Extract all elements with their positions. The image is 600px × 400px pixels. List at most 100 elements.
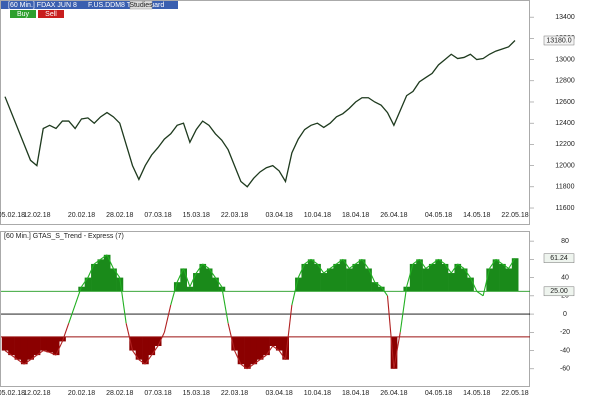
x-tick-label: 10.04.18 — [304, 390, 331, 397]
title-bar — [0, 0, 178, 9]
value-marker-label: 25.00 — [550, 288, 568, 295]
trend-line — [444, 263, 452, 274]
x-tick-label: 26.04.18 — [380, 212, 407, 219]
trend-line — [304, 258, 312, 265]
x-tick-label: 03.04.18 — [266, 212, 293, 219]
y-tick-label: 11600 — [556, 205, 575, 212]
price-line — [4, 40, 516, 188]
trend-fill-up — [365, 268, 372, 292]
trend-line — [100, 254, 108, 260]
sell-button[interactable] — [38, 10, 64, 18]
trend-fill-down — [135, 336, 143, 360]
trend-fill-up — [486, 268, 493, 292]
trend-fill-up — [84, 277, 92, 292]
trend-line — [202, 263, 210, 269]
trend-line — [11, 354, 19, 361]
x-tick-label: 15.03.18 — [183, 390, 210, 397]
trend-line — [316, 263, 325, 274]
trend-line — [336, 258, 344, 265]
trend-line — [297, 263, 306, 278]
trend-line — [138, 359, 146, 365]
value-marker — [543, 35, 575, 46]
indicator-panel — [0, 231, 530, 387]
account: F.US.DDM8 TradeGuard — [88, 2, 164, 9]
value-marker-label: 61.24 — [550, 255, 568, 262]
trend-line — [508, 257, 516, 269]
trend-fill-up — [91, 263, 98, 292]
trend-line — [425, 263, 433, 269]
y-tick-label: 12800 — [555, 78, 575, 85]
trend-fill-down — [59, 336, 66, 342]
trend-line — [374, 281, 382, 288]
trend-fill-up — [314, 263, 321, 292]
trend-fill-up — [339, 259, 347, 292]
trend-fill-up — [492, 259, 500, 292]
trend-line — [386, 295, 395, 369]
trend-fill-up — [499, 263, 506, 292]
trend-fill-up — [173, 282, 181, 292]
trend-fill-up — [103, 254, 111, 292]
y-tick-label: 11800 — [556, 184, 575, 191]
x-tick-label: 05.02.18 — [0, 212, 25, 219]
trend-line — [272, 345, 280, 352]
trend-fill-up — [326, 268, 334, 292]
y-tick-label: 40 — [561, 274, 569, 281]
trend-fill-down — [33, 336, 41, 356]
trend-fill-up — [320, 273, 328, 292]
x-tick-label: 22.05.18 — [501, 212, 528, 219]
trend-fill-down — [231, 336, 238, 351]
trend-line — [61, 323, 70, 342]
trend-fill-up — [333, 263, 340, 292]
x-tick-label: 15.03.18 — [183, 212, 210, 219]
trend-fill-up — [116, 277, 124, 292]
trend-fill-up — [377, 286, 385, 292]
x-tick-label: 22.03.18 — [221, 390, 248, 397]
trend-line — [189, 272, 197, 287]
buy-button[interactable] — [10, 10, 36, 18]
trend-fill-down — [263, 336, 270, 356]
y-tick-label: 0 — [563, 311, 567, 318]
trend-fill-up — [428, 263, 436, 292]
y-tick-label: -40 — [560, 347, 570, 354]
trend-fill-up — [110, 268, 117, 292]
trend-fill-down — [275, 336, 283, 351]
trend-line — [342, 259, 350, 269]
trend-fill-up — [505, 268, 513, 292]
trend-line — [329, 263, 337, 269]
trend-line — [170, 282, 178, 306]
trend-fill-down — [52, 336, 60, 356]
trend-line — [151, 345, 159, 356]
trend-fill-up — [346, 268, 353, 292]
trend-fill-up — [454, 263, 462, 292]
x-tick-label: 22.03.18 — [221, 212, 248, 219]
trend-line — [23, 359, 31, 365]
trend-fill-up — [97, 259, 105, 292]
studies-label: Studies — [129, 2, 153, 9]
trend-line — [49, 351, 57, 356]
trend-fill-down — [237, 336, 245, 365]
trend-fill-up — [467, 277, 474, 292]
trend-line — [393, 332, 401, 369]
trend-line — [501, 263, 509, 269]
trend-fill-up — [193, 273, 200, 292]
trend-line — [412, 258, 420, 265]
value-marker-label: 13180.0 — [546, 37, 571, 44]
trend-fill-up — [307, 259, 315, 292]
trend-line — [418, 259, 427, 269]
trend-line — [457, 263, 465, 269]
sell-label: Sell — [45, 11, 57, 18]
trend-fill-up — [422, 268, 430, 292]
value-marker — [543, 253, 575, 263]
y-tick-label: 13000 — [555, 56, 575, 63]
trend-fill-down — [40, 336, 47, 351]
y-tick-label: 80 — [561, 238, 569, 245]
trend-line — [106, 254, 114, 269]
x-tick-label: 12.02.18 — [23, 212, 50, 219]
trend-fill-down — [27, 336, 34, 360]
trend-line — [348, 263, 356, 269]
y-tick-label: 12000 — [555, 162, 575, 169]
trend-line — [182, 268, 191, 287]
trend-line — [291, 277, 299, 306]
trend-fill-up — [358, 259, 366, 292]
trend-line — [406, 263, 414, 287]
